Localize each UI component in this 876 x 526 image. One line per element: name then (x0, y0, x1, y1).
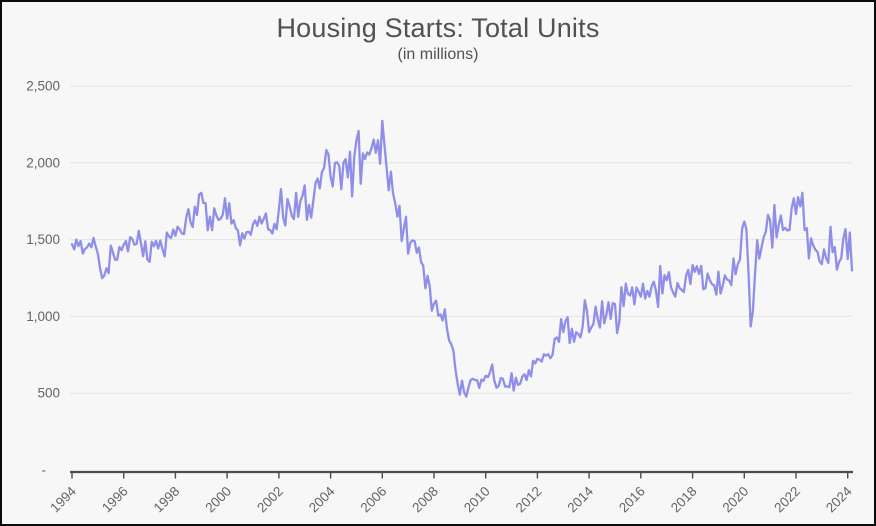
x-axis-label: 2014 (564, 483, 596, 515)
x-axis-label: 2022 (771, 484, 803, 516)
x-axis-label: 2020 (720, 484, 752, 516)
x-axis-label: 2002 (254, 484, 286, 516)
x-axis-label: 2016 (616, 484, 648, 516)
x-axis-label: 2000 (202, 484, 234, 516)
x-axis-label: 2004 (306, 483, 338, 515)
x-axis-label: 2006 (358, 484, 390, 516)
x-axis-label: 2012 (513, 484, 545, 516)
y-axis-label: 1,500 (26, 232, 60, 247)
chart-subtitle: (in millions) (397, 46, 479, 63)
y-axis-label: 1,000 (26, 309, 60, 324)
chart-title: Housing Starts: Total Units (276, 13, 600, 43)
series-line-housing-starts (70, 119, 854, 398)
chart-header: Housing Starts: Total Units (in millions… (2, 12, 874, 65)
x-axis-label: 2008 (409, 484, 441, 516)
x-axis-label: 1994 (47, 483, 79, 515)
y-axis-label: 2,500 (26, 79, 60, 94)
x-axis-label: 2024 (823, 483, 855, 515)
x-axis-label: 2018 (668, 484, 700, 516)
x-axis-label: 1998 (151, 484, 183, 516)
x-axis-label: 1996 (99, 484, 131, 516)
x-axis-label: 2010 (461, 484, 493, 516)
y-axis-label: - (42, 463, 47, 478)
y-axis-label: 2,000 (26, 155, 60, 170)
y-axis-label: 500 (37, 386, 60, 401)
